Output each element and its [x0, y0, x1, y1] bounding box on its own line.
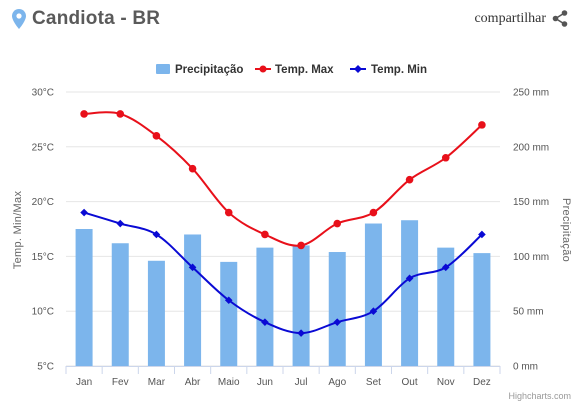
legend-item-temp-min[interactable]: Temp. Min: [350, 64, 427, 76]
temp-min-point[interactable]: [441, 263, 450, 272]
temp-max-point[interactable]: [261, 230, 269, 239]
temp-max-point[interactable]: [441, 153, 450, 162]
x-tick-label: Jul: [295, 377, 308, 388]
precipitation-bar[interactable]: [364, 223, 382, 366]
legend-temp-max-marker: [259, 65, 267, 73]
x-tick-label: Abr: [185, 377, 201, 388]
x-tick-label: Out: [402, 377, 418, 388]
temp-min-point[interactable]: [224, 296, 233, 305]
temp-min-point[interactable]: [116, 219, 125, 228]
temp-min-point[interactable]: [333, 318, 342, 326]
grid-lines: [66, 91, 500, 367]
x-tick-label: Mar: [148, 377, 166, 388]
y-left-tick-label: 15°C: [32, 252, 54, 263]
title-group: Candiota - BR: [12, 8, 160, 30]
precipitation-bar[interactable]: [473, 253, 491, 366]
y-right-tick-label: 0 mm: [513, 362, 538, 373]
x-tick-label: Set: [366, 377, 381, 388]
y-right-tick-label: 150 mm: [513, 197, 549, 208]
legend-item-temp-max[interactable]: Temp. Max: [255, 64, 334, 76]
x-tick-label: Maio: [218, 377, 240, 388]
share-icon: [552, 10, 568, 27]
legend-precipitation-label: Precipitação: [175, 64, 243, 76]
legend-item-precipitation[interactable]: Precipitação: [156, 64, 243, 76]
y-right-tick-label: 100 mm: [513, 252, 549, 263]
y-left-tick-label: 5°C: [37, 362, 54, 373]
temp-min-point[interactable]: [369, 307, 378, 315]
temp-min-point[interactable]: [80, 208, 88, 217]
x-tick-label: Nov: [437, 377, 455, 388]
y-axis-right-title: Precipitação: [560, 198, 572, 262]
precipitation-bar[interactable]: [220, 261, 238, 366]
temp-max-point[interactable]: [405, 175, 414, 184]
temp-max-line: [84, 111, 483, 247]
temp-min-line: [83, 211, 483, 335]
temperature-lines: [80, 110, 486, 337]
chart-header: Candiota - BR compartilhar: [0, 0, 580, 40]
precipitation-bar[interactable]: [401, 220, 419, 366]
precipitation-bar[interactable]: [111, 243, 129, 366]
legend-temp-min-marker: [354, 65, 362, 73]
temp-max-point[interactable]: [297, 241, 305, 250]
precipitation-bar[interactable]: [292, 245, 310, 366]
legend-precipitation-swatch: [156, 64, 170, 74]
precipitation-bar[interactable]: [147, 260, 165, 366]
temp-max-point[interactable]: [152, 132, 161, 140]
temp-max-point[interactable]: [80, 110, 88, 118]
page-title: Candiota - BR: [32, 8, 161, 29]
y-right-tick-label: 250 mm: [513, 88, 549, 99]
x-tick-label: Ago: [328, 377, 346, 388]
x-tick-label: Jan: [76, 377, 92, 388]
precipitation-bar[interactable]: [75, 229, 93, 366]
temp-min-point[interactable]: [478, 230, 486, 239]
temp-max-point[interactable]: [369, 208, 378, 217]
share-button[interactable]: compartilhar: [474, 10, 568, 27]
axes: 5°C 10°C 15°C 20°C 25°C 30°C 0 mm 50 mm 100 mm 15…: [32, 88, 549, 389]
temp-max-point[interactable]: [478, 121, 486, 129]
location-pin-icon: [12, 9, 26, 29]
legend: Precipitação Temp. Max Temp. Min: [156, 64, 427, 76]
x-tick-label: Dez: [473, 377, 491, 388]
share-label: compartilhar: [474, 10, 546, 26]
temp-min-point[interactable]: [405, 274, 414, 283]
temp-min-point[interactable]: [188, 263, 197, 272]
temp-max-point[interactable]: [224, 208, 233, 217]
y-left-tick-label: 25°C: [32, 142, 54, 153]
y-left-tick-label: 20°C: [32, 197, 54, 208]
credits-link[interactable]: Highcharts.com: [508, 391, 571, 401]
precipitation-bars: [75, 220, 491, 366]
legend-temp-min-label: Temp. Min: [371, 64, 427, 76]
temp-min-point[interactable]: [297, 329, 305, 337]
y-left-tick-label: 30°C: [32, 88, 54, 99]
temp-max-point[interactable]: [333, 219, 342, 228]
precipitation-bar[interactable]: [256, 247, 274, 366]
precipitation-bar[interactable]: [328, 252, 346, 366]
temp-min-point[interactable]: [152, 230, 161, 239]
y-axis-left-title: Temp. Min/Max: [12, 191, 24, 270]
temp-max-point[interactable]: [188, 164, 197, 173]
y-left-tick-label: 10°C: [32, 307, 54, 318]
temp-max-point[interactable]: [116, 110, 125, 118]
precipitation-bar[interactable]: [184, 234, 202, 366]
temp-min-point[interactable]: [261, 318, 269, 326]
x-tick-label: Jun: [257, 377, 273, 388]
precipitation-bar[interactable]: [437, 247, 455, 366]
y-right-tick-label: 200 mm: [513, 142, 549, 153]
y-right-tick-label: 50 mm: [513, 307, 544, 318]
legend-temp-max-label: Temp. Max: [275, 64, 334, 76]
x-tick-label: Fev: [112, 377, 129, 388]
